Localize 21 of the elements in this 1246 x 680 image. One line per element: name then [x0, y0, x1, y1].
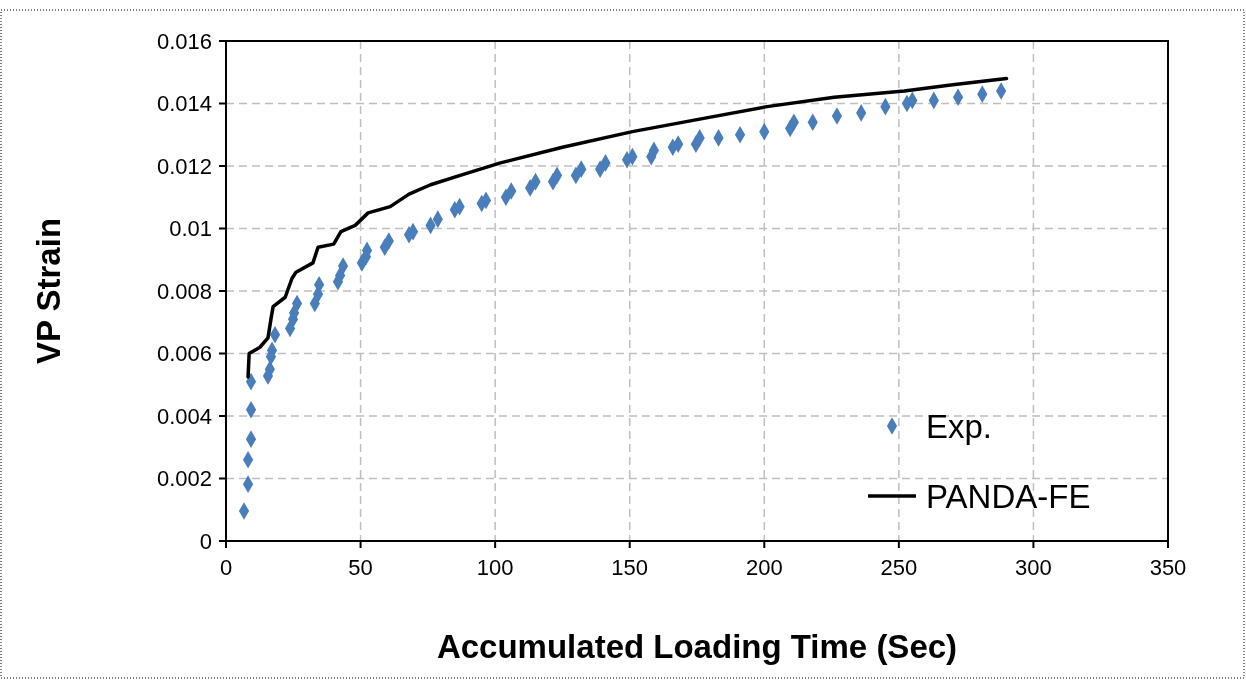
x-tick-label: 0 [219, 555, 233, 580]
x-tick-label: 300 [1015, 555, 1052, 580]
x-tick-label: 250 [880, 555, 918, 580]
y-tick-label: 0.012 [156, 153, 212, 179]
y-tick-label: 0.014 [156, 91, 212, 117]
y-tick-label: 0.006 [156, 341, 212, 367]
y-tick-label: 0.004 [156, 403, 212, 429]
y-axis-title: VP Strain [30, 217, 67, 365]
legend-label: Exp. [926, 407, 993, 445]
legend-label: PANDA-FE [926, 477, 1091, 515]
x-tick-label: 150 [611, 555, 649, 580]
y-tick-label: 0 [199, 528, 212, 554]
x-tick-label: 100 [476, 555, 514, 580]
x-tick-label: 350 [1149, 555, 1187, 580]
y-tick-label: 0.016 [156, 28, 212, 54]
y-tick-label: 0.002 [156, 466, 212, 492]
y-tick-label: 0.01 [169, 216, 212, 242]
x-axis-title: Accumulated Loading Time (Sec) [436, 628, 958, 665]
x-tick-label: 200 [745, 555, 783, 580]
y-tick-label: 0.008 [156, 278, 212, 304]
x-tick-label: 50 [348, 555, 373, 580]
